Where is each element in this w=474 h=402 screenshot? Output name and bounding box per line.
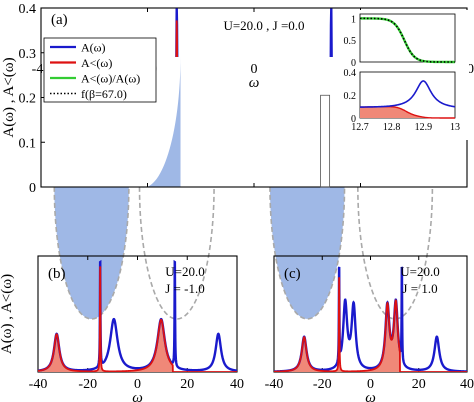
inset-top-ytick: 0 bbox=[351, 58, 356, 69]
zoom-box bbox=[320, 94, 331, 188]
panel-label: (a) bbox=[51, 12, 68, 28]
lower-fill-2 bbox=[269, 187, 345, 319]
x-tick-label: 0 bbox=[134, 377, 141, 392]
y-tick-label: 0.1 bbox=[19, 136, 37, 151]
param-j-text: J = -1.0 bbox=[165, 281, 204, 296]
panel-label: (c) bbox=[284, 266, 301, 282]
legend-box bbox=[43, 37, 157, 103]
inset-bottom-xtick: 12.7 bbox=[351, 122, 369, 133]
lower-semicircle-1 bbox=[138, 186, 215, 320]
x-tick-label: 40 bbox=[460, 377, 474, 392]
lower-semicircle-0 bbox=[53, 186, 130, 320]
legend-label-2: A<(ω)/A(ω) bbox=[81, 72, 140, 86]
y-tick-label: 0.4 bbox=[19, 2, 37, 17]
x-axis-label: ω bbox=[365, 390, 376, 402]
inset-bottom-ytick: 0.4 bbox=[344, 68, 357, 79]
inset-background bbox=[338, 10, 469, 140]
a-lesser-line bbox=[38, 266, 237, 372]
x-tick-label: 40 bbox=[230, 377, 244, 392]
a-lesser-fill bbox=[38, 267, 237, 372]
inset-omega-line bbox=[360, 80, 456, 108]
panel-b: -40 -20 0 20 40 ω A(ω) , A<(ω) (b) U=20.0 J = -1.… bbox=[0, 255, 244, 402]
inset-ratio-line bbox=[360, 17, 455, 64]
inset-bottom-xtick: 12.9 bbox=[415, 122, 433, 133]
inset-bottom-xtick: 13 bbox=[450, 122, 460, 133]
inset-bottom-ytick: 0 bbox=[351, 114, 356, 125]
legend-label-0: A(ω) bbox=[81, 41, 106, 55]
x-tick-label: -40 bbox=[29, 377, 48, 392]
legend-label-1: A<(ω) bbox=[81, 56, 112, 70]
param-j-text: J = 1.0 bbox=[402, 281, 437, 296]
a-lesser-line bbox=[274, 277, 467, 372]
y-axis-label: A(ω) , A<(ω) bbox=[1, 57, 17, 137]
param-u-text: U=20.0 bbox=[400, 264, 439, 279]
x-tick-label: 20 bbox=[180, 377, 194, 392]
x-tick-label: 20 bbox=[412, 377, 426, 392]
x-tick-label: 0 bbox=[367, 377, 374, 392]
lower-semicircle-3 bbox=[357, 186, 434, 320]
legend: A(ω)A<(ω) A<(ω)/A(ω)f(β=67.0) bbox=[43, 37, 157, 103]
y-axis-label: A(ω) , A<(ω) bbox=[0, 274, 15, 354]
panel-a: -40-200204000.10.20.30.4ωA(ω) , A<(ω)(a)… bbox=[1, 2, 474, 320]
x-tick-label: -20 bbox=[78, 377, 97, 392]
lower-fill-1 bbox=[139, 55, 181, 188]
legend-label-3: f(β=67.0) bbox=[81, 87, 127, 101]
inset-top-ytick: 0.5 bbox=[344, 36, 357, 47]
x-axis-label: ω bbox=[132, 390, 143, 402]
inset-bottom-ytick: 0.2 bbox=[344, 91, 357, 102]
inset-bottom-xtick: 12.8 bbox=[383, 122, 401, 133]
lower-fill-0 bbox=[54, 187, 129, 319]
params-text: U=20.0 , J =0.0 bbox=[223, 18, 304, 33]
x-axis-label: ω bbox=[249, 75, 260, 91]
lower-semicircle-2 bbox=[269, 186, 346, 320]
y-tick-label: 0 bbox=[29, 181, 36, 196]
panel-label: (b) bbox=[48, 266, 66, 282]
x-tick-label: -20 bbox=[313, 377, 332, 392]
inset-top-ytick: 1 bbox=[351, 14, 356, 25]
y-tick-label: 0.2 bbox=[19, 92, 37, 107]
x-tick-label: 0 bbox=[251, 62, 258, 77]
param-u-text: U=20.0 bbox=[165, 264, 204, 279]
x-tick-label: -40 bbox=[265, 377, 284, 392]
panel-c: -40 -20 0 20 40 ω (c) U=20.0 J = 1.0 bbox=[265, 255, 474, 402]
inset-top-frame bbox=[359, 13, 456, 63]
y-tick-label: 0.3 bbox=[19, 47, 37, 62]
